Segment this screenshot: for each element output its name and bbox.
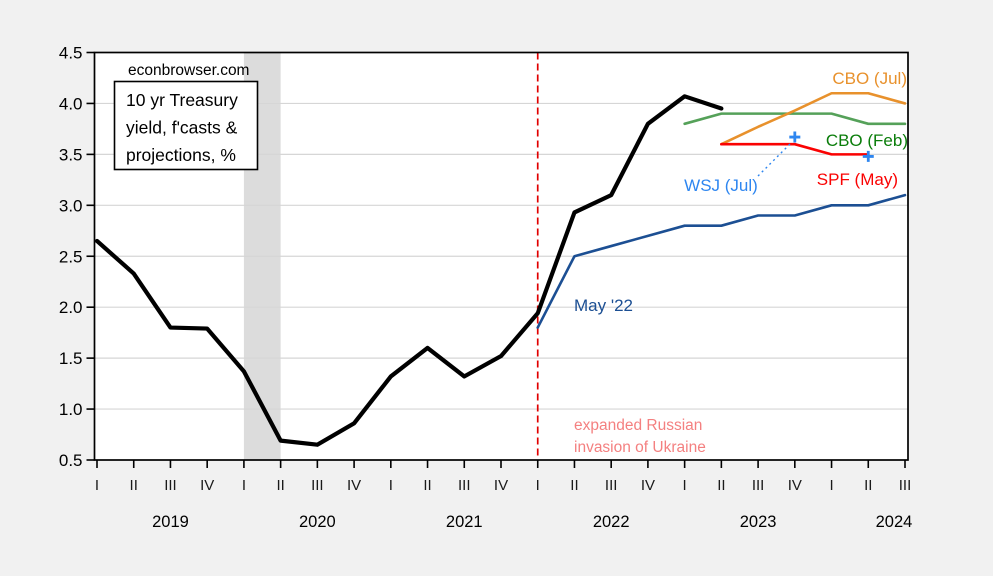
y-tick-label: 3.0: [59, 196, 83, 215]
x-tick-label: I: [95, 477, 99, 494]
x-tick-label: III: [311, 477, 324, 494]
x-tick-label: IV: [200, 477, 214, 494]
x-tick-label: II: [423, 477, 431, 494]
x-tick-label: IV: [788, 477, 802, 494]
label-cbo-feb: CBO (Feb): [826, 131, 908, 150]
year-label: 2021: [446, 513, 483, 531]
label-wsj-jul: WSJ (Jul): [684, 176, 758, 195]
title-line-2: yield, f'casts &: [126, 118, 238, 138]
wsj-callout-line: [757, 142, 792, 177]
label-spf-may: SPF (May): [817, 170, 898, 189]
label-may-22: May '22: [574, 296, 633, 315]
series-line-actual-10yr-treasury-yield: [94, 94, 724, 447]
y-tick-label: 2.0: [59, 298, 83, 317]
title-line-1: 10 yr Treasury: [126, 90, 238, 110]
title-line-3: projections, %: [126, 145, 236, 165]
series-line-spf-may-forecast: [720, 142, 870, 156]
x-tick-label: II: [276, 477, 284, 494]
x-tick-label: III: [752, 477, 765, 494]
plus-marker-wsj-jul-forecast: [862, 150, 874, 162]
x-tick-label: I: [683, 477, 687, 494]
plus-marker-wsj-jul-forecast: [789, 131, 801, 143]
x-tick-label: II: [717, 477, 725, 494]
x-tick-label: I: [389, 477, 393, 494]
title-box-frame: [113, 80, 259, 171]
y-tick-label: 1.0: [59, 400, 83, 419]
year-label: 2023: [740, 513, 777, 531]
plot-border: [93, 51, 909, 461]
event-label-line-1: expanded Russian: [574, 417, 702, 434]
x-tick-label: III: [899, 477, 912, 494]
x-tick-label: IV: [347, 477, 361, 494]
x-tick-label: III: [605, 477, 618, 494]
y-tick-label: 4.5: [59, 44, 83, 63]
title-box: 10 yr Treasury yield, f'casts & projecti…: [113, 80, 259, 171]
year-label: 2020: [299, 513, 336, 531]
y-tick-label: 0.5: [59, 451, 83, 470]
event-label-line-2: invasion of Ukraine: [574, 439, 706, 456]
x-tick-label: II: [130, 477, 138, 494]
x-tick-label: I: [242, 477, 246, 494]
label-cbo-jul: CBO (Jul): [832, 69, 907, 88]
series-line-may-22-forecast: [536, 193, 907, 329]
y-tick-label: 2.5: [59, 247, 83, 266]
series-line-cbo-feb-projection: [683, 112, 907, 126]
x-tick-label: III: [164, 477, 177, 494]
y-tick-label: 1.5: [59, 349, 83, 368]
x-tick-label: IV: [494, 477, 508, 494]
year-label: 2024: [876, 513, 913, 531]
x-tick-label: I: [829, 477, 833, 494]
series-line-cbo-jul-projection: [720, 91, 907, 146]
x-tick-label: I: [536, 477, 540, 494]
y-tick-label: 4.0: [59, 94, 83, 113]
x-tick-label: II: [864, 477, 872, 494]
watermark: econbrowser.com: [128, 62, 249, 79]
year-label: 2019: [152, 513, 189, 531]
year-label: 2022: [593, 513, 630, 531]
y-tick-label: 3.5: [59, 145, 83, 164]
x-tick-label: II: [570, 477, 578, 494]
x-tick-label: IV: [641, 477, 655, 494]
x-tick-label: III: [458, 477, 471, 494]
